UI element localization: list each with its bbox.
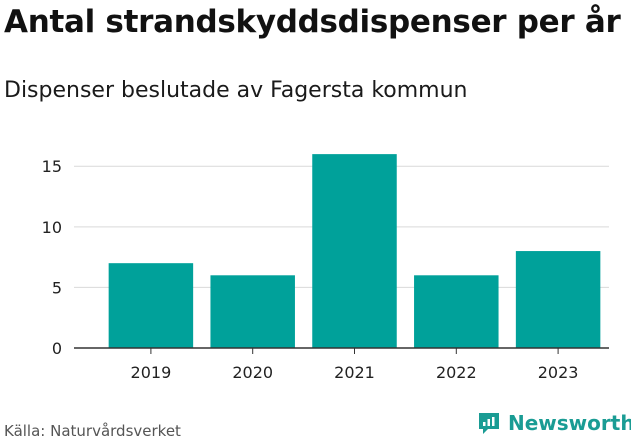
x-tick-label: 2020 — [232, 363, 273, 382]
y-axis-ticks: 0 5 10 15 — [42, 157, 62, 358]
x-tick-label: 2022 — [436, 363, 477, 382]
bar-2019 — [108, 263, 194, 348]
brand-name: Newsworthy — [508, 411, 631, 435]
x-tick-label: 2023 — [538, 363, 579, 382]
y-tick-label: 5 — [52, 278, 62, 297]
y-tick-label: 10 — [42, 218, 62, 237]
newsworthy-logo-icon — [479, 413, 499, 434]
y-tick-label: 15 — [42, 157, 62, 176]
bar-2023 — [515, 251, 601, 348]
bars — [108, 154, 601, 348]
chart-subtitle: Dispenser beslutade av Fagersta kommun — [4, 78, 468, 103]
y-tick-label: 0 — [52, 339, 62, 358]
bar-2021 — [312, 154, 397, 348]
chart-title: Antal strandskyddsdispenser per år — [4, 4, 621, 40]
brand-logo[interactable]: Newsworthy — [476, 408, 631, 438]
x-tick-label: 2019 — [131, 363, 172, 382]
x-axis-ticks: 2019 2020 2021 2022 2023 — [131, 348, 579, 382]
bar-2022 — [414, 275, 499, 348]
bar-2020 — [210, 275, 295, 348]
source-note: Källa: Naturvårdsverket — [4, 422, 181, 440]
x-tick-label: 2021 — [334, 363, 375, 382]
